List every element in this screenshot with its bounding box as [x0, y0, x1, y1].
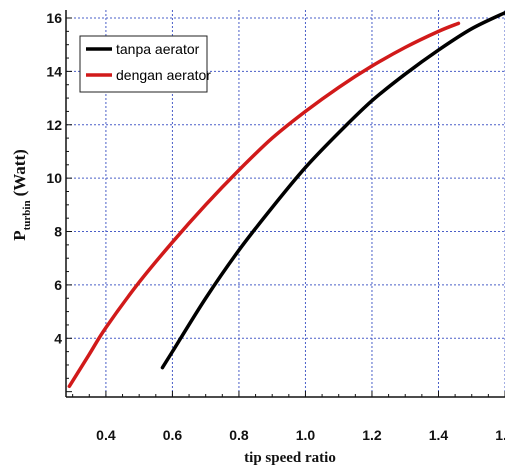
grid [66, 10, 505, 397]
x-tick-label-6: 1.6 [495, 427, 505, 443]
x-axis-title: tip speed ratio [244, 450, 336, 466]
series-line-dengan-aerator [67, 21, 461, 389]
legend-label-dengan-aerator: dengan aerator [116, 67, 211, 83]
x-tick-label-3: 1.0 [296, 427, 316, 443]
series-line-tanpa-aerator [160, 10, 505, 370]
y-tick-label-0: 4 [54, 330, 62, 346]
legend-box [79, 35, 208, 93]
y-tick-labels: 4 6 8 10 12 14 16 [46, 10, 62, 346]
legend: tanpa aerator dengan aerator [79, 35, 211, 93]
legend-label-tanpa-aerator: tanpa aerator [116, 41, 200, 57]
y-tick-label-6: 16 [46, 10, 62, 26]
y-tick-label-4: 12 [46, 117, 62, 133]
y-tick-label-5: 14 [46, 63, 62, 79]
y-axis-title-unit: (Watt) [10, 149, 29, 196]
y-axis-title-sub: turbin [21, 200, 33, 230]
x-tick-label-4: 1.2 [362, 427, 382, 443]
x-tick-label-1: 0.6 [163, 427, 183, 443]
x-tick-label-0: 0.4 [96, 427, 116, 443]
x-tick-label-2: 0.8 [229, 427, 249, 443]
y-tick-label-3: 10 [46, 170, 62, 186]
axes [65, 10, 505, 398]
series-layer [67, 10, 505, 389]
y-axis-title: Pturbin (Watt) [10, 149, 33, 241]
y-axis-title-main: P [10, 230, 29, 240]
y-tick-label-1: 6 [54, 277, 62, 293]
x-tick-labels: 0.4 0.6 0.8 1.0 1.2 1.4 1.6 [96, 427, 505, 443]
y-tick-label-2: 8 [54, 224, 62, 240]
x-tick-label-5: 1.4 [429, 427, 449, 443]
